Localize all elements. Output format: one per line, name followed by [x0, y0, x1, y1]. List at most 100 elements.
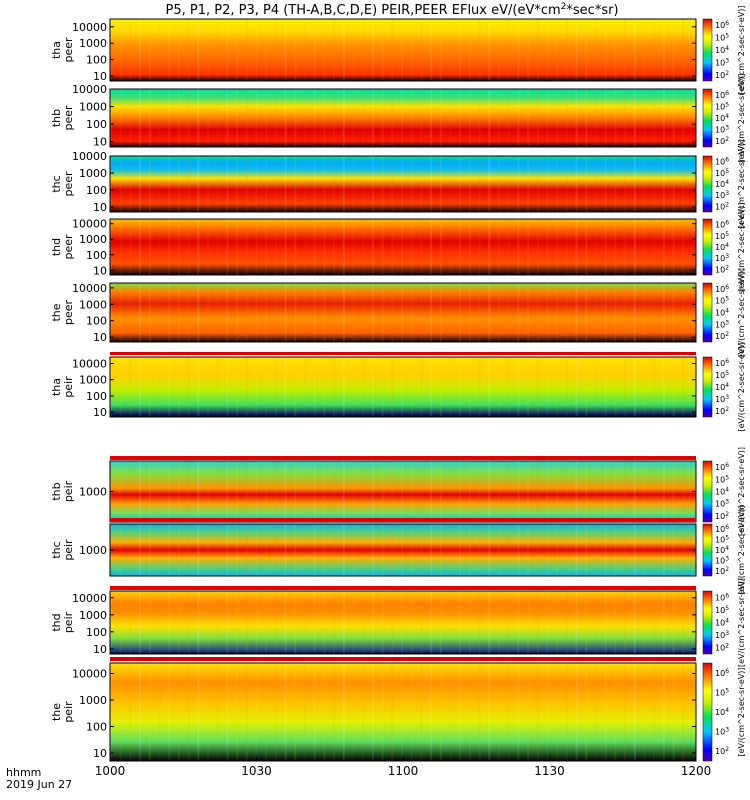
colorbar-units-label: [eV/(cm^2-sec-sr-eV)]	[737, 578, 746, 667]
status-bar	[110, 586, 696, 590]
y-tick-label: 10	[93, 331, 107, 344]
y-tick-label: 10000	[72, 150, 107, 163]
y-tick-label: 10000	[72, 21, 107, 34]
panel-probe-label: thb	[50, 109, 63, 127]
panel-frame	[109, 88, 697, 148]
y-tick-label: 10	[93, 201, 107, 214]
status-bar	[110, 518, 696, 522]
colorbar-tick-label: 103	[715, 555, 729, 565]
panel-tha-peir: 10 100 1000 10000 tha peir 102 103 104 105 106 [eV/…	[50, 342, 746, 431]
colorbar-tick-label: 105	[715, 605, 729, 615]
time-format-label: hhmm	[6, 766, 41, 779]
colorbar-tick-label: 103	[715, 319, 729, 329]
spectrogram-texture	[110, 89, 685, 147]
colorbar-tick-label: 106	[715, 90, 729, 100]
colorbar-tick-label: 104	[715, 113, 729, 123]
colorbar-units-label: [eV/(cm^2-sec-sr-eV)]	[737, 139, 746, 228]
panel-probe-label: the	[50, 703, 63, 721]
panel-frame	[109, 590, 697, 655]
y-tick-label: 1000	[79, 37, 107, 50]
y-tick-label: 10	[93, 264, 107, 277]
spectrogram	[110, 461, 696, 522]
colorbar-tick-label: 105	[715, 687, 729, 697]
colorbar-tick-label: 106	[715, 284, 729, 294]
y-tick-label: 10000	[72, 592, 107, 605]
spectrogram-texture	[110, 524, 685, 576]
panel-species-label: peir	[62, 539, 75, 561]
panel-species-label: peer	[62, 234, 75, 260]
chart-title: P5, P1, P2, P3, P4 (TH-A,B,C,D,E) PEIR,P…	[165, 2, 618, 18]
x-tick-label: 1130	[534, 764, 565, 778]
panel-probe-label: thb	[50, 482, 63, 500]
colorbar-tick-label: 103	[715, 499, 729, 509]
colorbar-tick-label: 106	[715, 462, 729, 472]
spectrogram-texture	[110, 591, 685, 654]
colorbar-tick-label: 104	[715, 618, 729, 628]
panel-thb-peir: 1000 thb peir 102 103 104 105 106 [eV/(cm^2-sec-…	[50, 447, 746, 536]
colorbar	[702, 590, 713, 655]
colorbar-units-label: [eV/(cm^2-sec-sr-eV)]	[737, 667, 746, 756]
panel-frame	[109, 18, 697, 82]
panel-species-label: peir	[62, 611, 75, 633]
colorbar	[702, 662, 713, 762]
colorbar-tick-label: 102	[715, 331, 729, 341]
status-bar	[110, 657, 696, 661]
panel-frame	[109, 356, 697, 418]
colorbar-tick-label: 102	[715, 511, 729, 521]
spectrogram	[110, 524, 696, 576]
y-tick-label: 1000	[79, 298, 107, 311]
panel-thd-peir: 10 100 1000 10000 thd peir 102 103 104 105 106 [eV/…	[50, 578, 746, 667]
panel-species-label: peer	[62, 105, 75, 131]
spectrogram-texture	[110, 219, 685, 275]
colorbar-tick-label: 105	[715, 168, 729, 178]
panel-probe-label: thd	[50, 613, 63, 631]
colorbar-tick-label: 104	[715, 179, 729, 189]
y-tick-label: 1000	[79, 694, 107, 707]
x-axis: 1000 1030 1100 1130 1200	[95, 756, 711, 778]
colorbar-tick-label: 106	[715, 220, 729, 230]
spectrogram	[110, 283, 696, 342]
panel-probe-label: the	[50, 303, 63, 321]
colorbar	[702, 18, 713, 82]
panel-probe-label: thc	[50, 541, 63, 558]
spectrogram	[110, 219, 696, 275]
colorbar	[702, 356, 713, 418]
y-tick-label: 10000	[72, 282, 107, 295]
colorbar-tick-label: 106	[715, 157, 729, 167]
colorbar-tick-label: 106	[715, 20, 729, 30]
y-tick-label: 10	[93, 643, 107, 656]
panel-probe-label: thd	[50, 238, 63, 256]
y-tick-label: 10	[93, 70, 107, 83]
panel-tha-peer: 10 100 1000 10000 tha peer 102 103 104 105 106 [eV/…	[50, 5, 746, 94]
colorbar-tick-label: 106	[715, 524, 729, 534]
spectrogram	[110, 156, 696, 212]
colorbar-tick-label: 102	[715, 201, 729, 211]
spectrogram-texture	[110, 663, 685, 761]
spectrogram	[110, 357, 696, 417]
spectrogram-texture	[110, 19, 685, 81]
panel-species-label: peer	[62, 37, 75, 63]
y-tick-label: 100	[86, 249, 107, 262]
colorbar-tick-label: 105	[715, 231, 729, 241]
colorbar-tick-label: 102	[715, 746, 729, 756]
y-tick-label: 1000	[79, 486, 107, 499]
colorbar-tick-label: 105	[715, 33, 729, 43]
y-tick-label: 1000	[79, 101, 107, 114]
colorbar-tick-label: 104	[715, 707, 729, 717]
status-bar	[110, 456, 696, 460]
spectrogram	[110, 663, 696, 761]
colorbar-tick-label: 106	[715, 668, 729, 678]
y-tick-label: 10	[93, 747, 107, 760]
y-tick-label: 100	[86, 118, 107, 131]
spectrogram-texture	[110, 283, 685, 342]
colorbar	[702, 523, 713, 577]
y-tick-label: 100	[86, 626, 107, 639]
colorbar-tick-label: 105	[715, 370, 729, 380]
colorbar-tick-label: 102	[715, 643, 729, 653]
panel-species-label: peer	[62, 171, 75, 197]
colorbar-tick-label: 103	[715, 190, 729, 200]
